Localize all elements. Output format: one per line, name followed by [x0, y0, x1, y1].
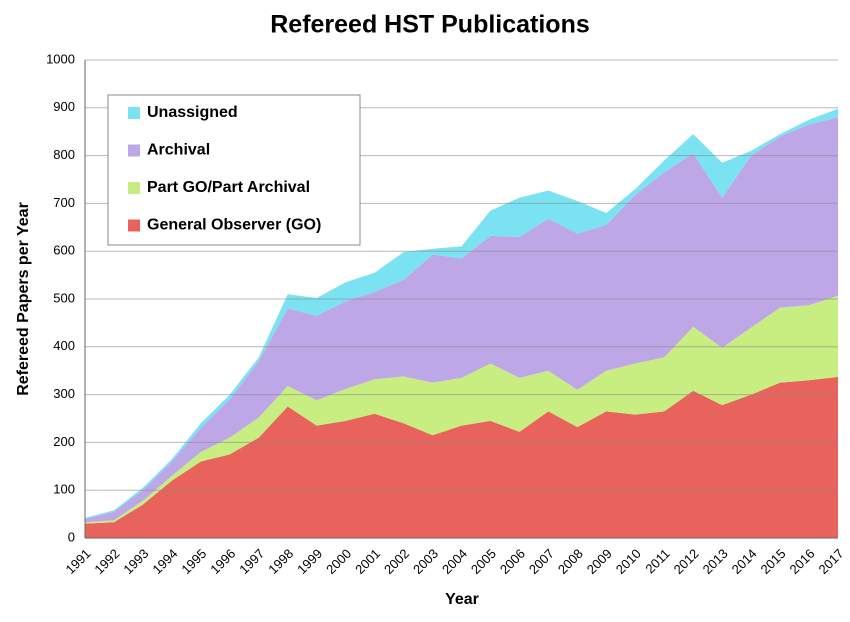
x-tick-label: 2008	[555, 546, 586, 577]
legend-swatch	[128, 144, 140, 157]
x-tick-label: 1999	[294, 546, 325, 577]
x-tick-label: 2004	[439, 546, 470, 577]
x-tick-label: 2014	[729, 546, 760, 577]
legend-swatch	[128, 219, 140, 232]
x-tick-label: 2015	[758, 546, 789, 577]
x-tick-label: 2013	[700, 546, 731, 577]
y-tick-label: 800	[53, 147, 75, 162]
legend-box	[107, 94, 361, 246]
area	[85, 117, 838, 523]
x-tick-label: 1992	[91, 546, 122, 577]
y-tick-label: 500	[53, 290, 75, 305]
x-tick-label: 1997	[236, 546, 267, 577]
legend-label: Part GO/Part Archival	[147, 179, 310, 196]
x-tick-label: 1995	[178, 546, 209, 577]
y-tick-label: 100	[53, 482, 75, 497]
x-tick-label: 2000	[323, 546, 354, 577]
x-axis-label: Year	[445, 591, 479, 608]
x-tick-label: 2003	[410, 546, 441, 577]
y-tick-label: 900	[53, 99, 75, 114]
x-tick-label: 2010	[613, 546, 644, 577]
y-tick-label: 700	[53, 195, 75, 210]
x-tick-label: 2005	[468, 546, 499, 577]
x-tick-label: 2012	[671, 546, 702, 577]
y-axis-label: Refereed Papers per Year	[15, 202, 32, 396]
legend-swatch	[128, 182, 140, 194]
y-tick-label: 0	[68, 529, 75, 544]
x-tick-label: 2002	[381, 546, 412, 577]
y-tick-label: 1000	[46, 51, 75, 66]
chart-title: Refereed HST Publications	[270, 11, 590, 39]
x-tick-label: 1991	[62, 546, 93, 577]
x-tick-label: 1993	[120, 546, 151, 577]
legend-label: General Observer (GO)	[147, 217, 321, 234]
x-tick-label: 2017	[815, 546, 846, 577]
x-tick-label: 2006	[497, 546, 528, 577]
x-tick-label: 2011	[642, 546, 672, 576]
x-tick-label: 1998	[265, 546, 296, 577]
x-tick-label: 2001	[352, 546, 383, 577]
legend-label: Unassigned	[147, 104, 238, 121]
x-tick-label: 1994	[149, 546, 180, 577]
area	[85, 376, 838, 538]
area	[85, 295, 838, 524]
y-tick-label: 600	[53, 243, 75, 258]
legend-swatch	[128, 107, 140, 119]
x-tick-label: 2007	[526, 546, 557, 577]
y-tick-label: 200	[53, 434, 75, 449]
legend: Unassigned Archival Part GO/Part Archival G…	[107, 94, 361, 246]
legend-label: Archival	[147, 142, 210, 159]
x-tick-label: 2009	[584, 546, 615, 577]
y-tick-label: 400	[53, 338, 75, 353]
x-tick-label: 2016	[787, 546, 818, 577]
x-tick-label: 1996	[207, 546, 238, 577]
y-tick-label: 300	[53, 386, 75, 401]
